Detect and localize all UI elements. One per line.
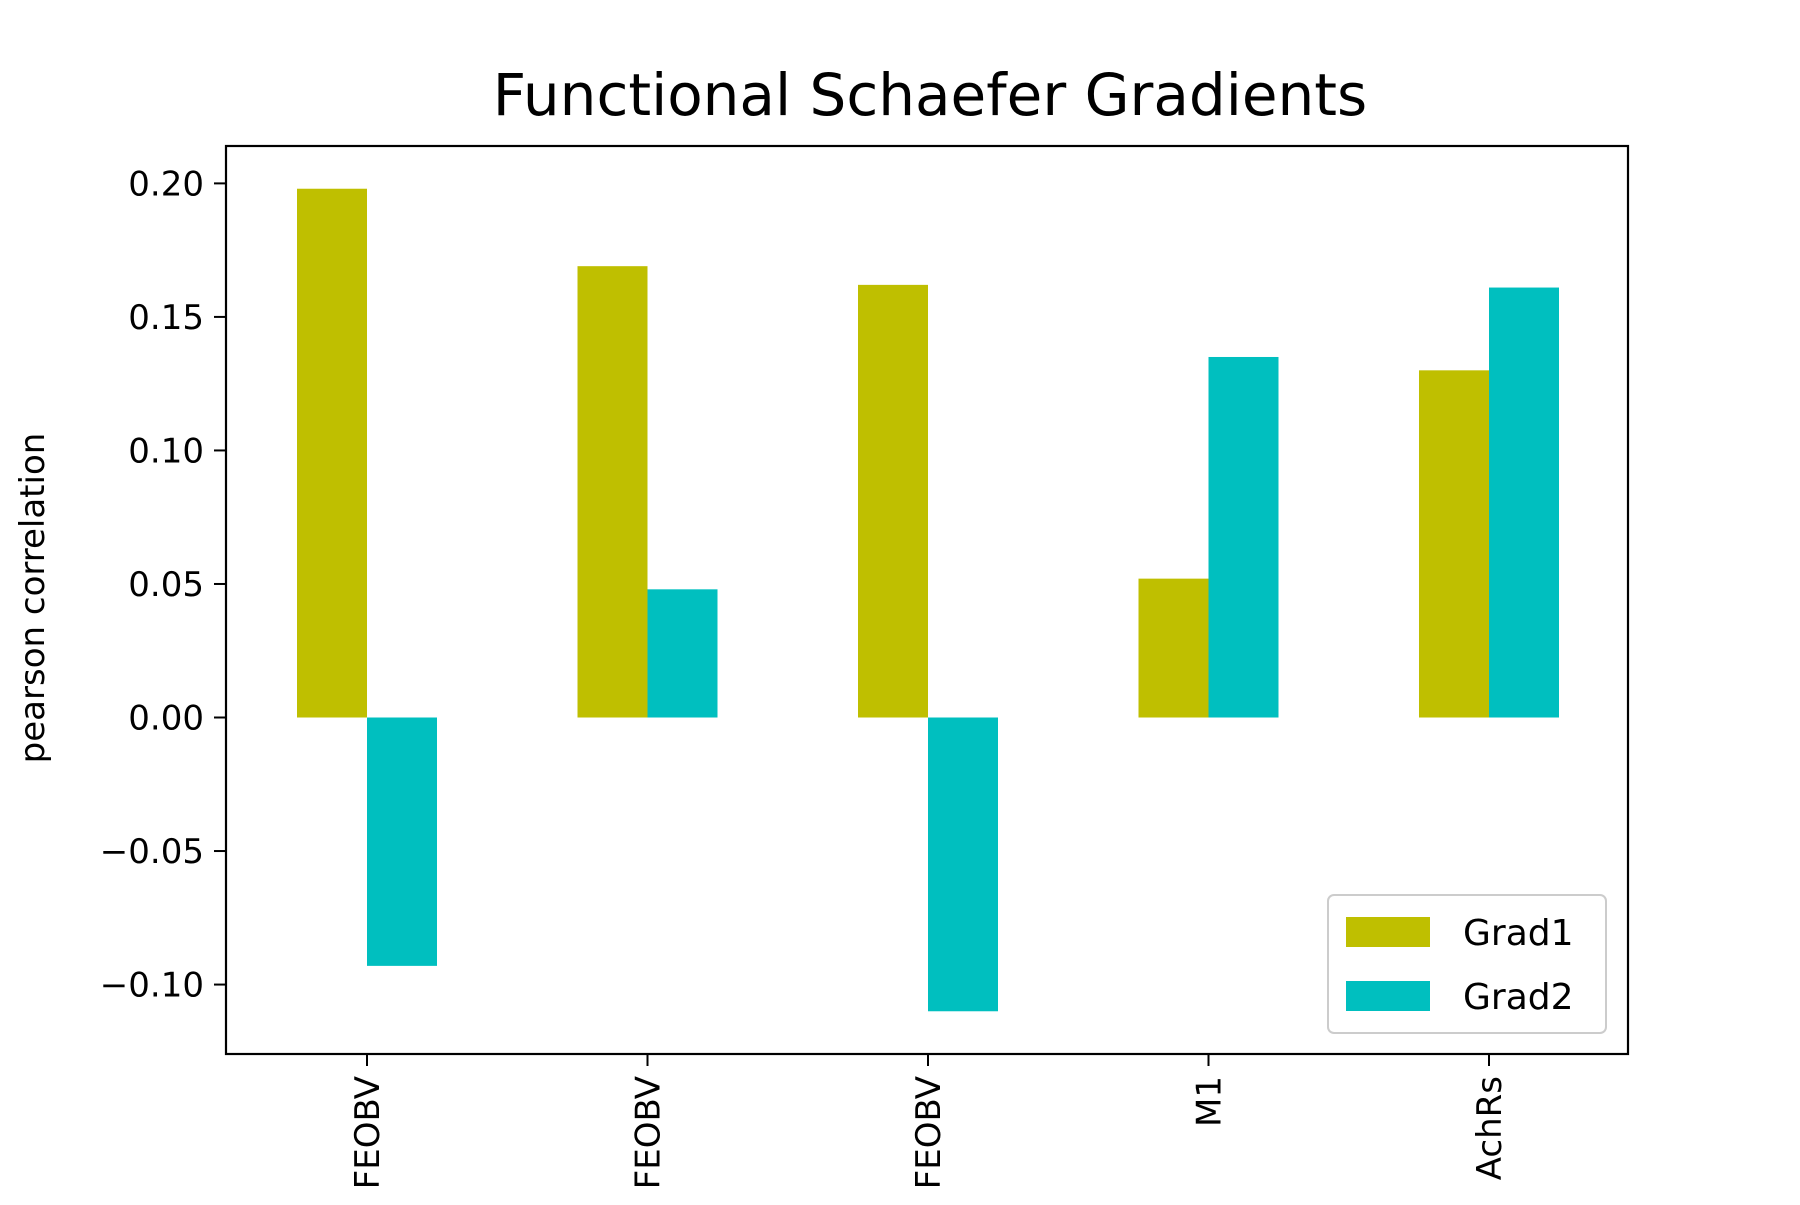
bar-grad2-3 (1208, 356, 1279, 718)
bar-grad2-1 (647, 589, 718, 718)
y-tick-label: 0.00 (128, 699, 204, 739)
x-tick-label: AchRs (1470, 1076, 1510, 1180)
y-tick-label: −0.05 (100, 832, 204, 872)
bar-grad1-0 (297, 188, 367, 718)
bar-grad1-1 (577, 266, 648, 718)
y-tick-label: 0.20 (128, 164, 204, 204)
x-tick-label: M1 (1190, 1076, 1230, 1127)
x-tick-label: FEOBV (909, 1076, 949, 1189)
y-tick-label: −0.10 (100, 966, 204, 1006)
chart-title: Functional Schaefer Gradients (493, 61, 1368, 129)
y-tick-label: 0.05 (128, 565, 204, 605)
legend-swatch-grad1 (1346, 917, 1430, 947)
x-tick-label: FEOBV (629, 1076, 669, 1189)
x-ticks: FEOBV FEOBV FEOBV M1 AchRs (348, 1054, 1510, 1189)
legend: Grad1 Grad2 (1327, 894, 1607, 1034)
y-ticks: −0.10 −0.05 0.00 0.05 0.10 0.15 0.20 (100, 164, 226, 1006)
y-tick-label: 0.10 (128, 431, 204, 471)
bar-grad1-3 (1138, 578, 1209, 718)
legend-label-grad2: Grad2 (1463, 977, 1574, 1018)
y-axis-label: pearson correlation (13, 433, 53, 764)
legend-swatch-grad2 (1346, 981, 1430, 1011)
bar-grad2-0 (367, 717, 437, 966)
y-tick-label: 0.15 (128, 298, 204, 338)
bar-grad2-4 (1489, 287, 1559, 718)
legend-label-grad1: Grad1 (1463, 913, 1574, 954)
bar-grad1-4 (1419, 370, 1489, 718)
bar-grad1-2 (858, 284, 928, 718)
plot-frame (224, 144, 1630, 1056)
bar-grad2-2 (928, 717, 998, 1012)
bars-layer (297, 188, 1559, 1012)
x-tick-label: FEOBV (348, 1076, 388, 1189)
